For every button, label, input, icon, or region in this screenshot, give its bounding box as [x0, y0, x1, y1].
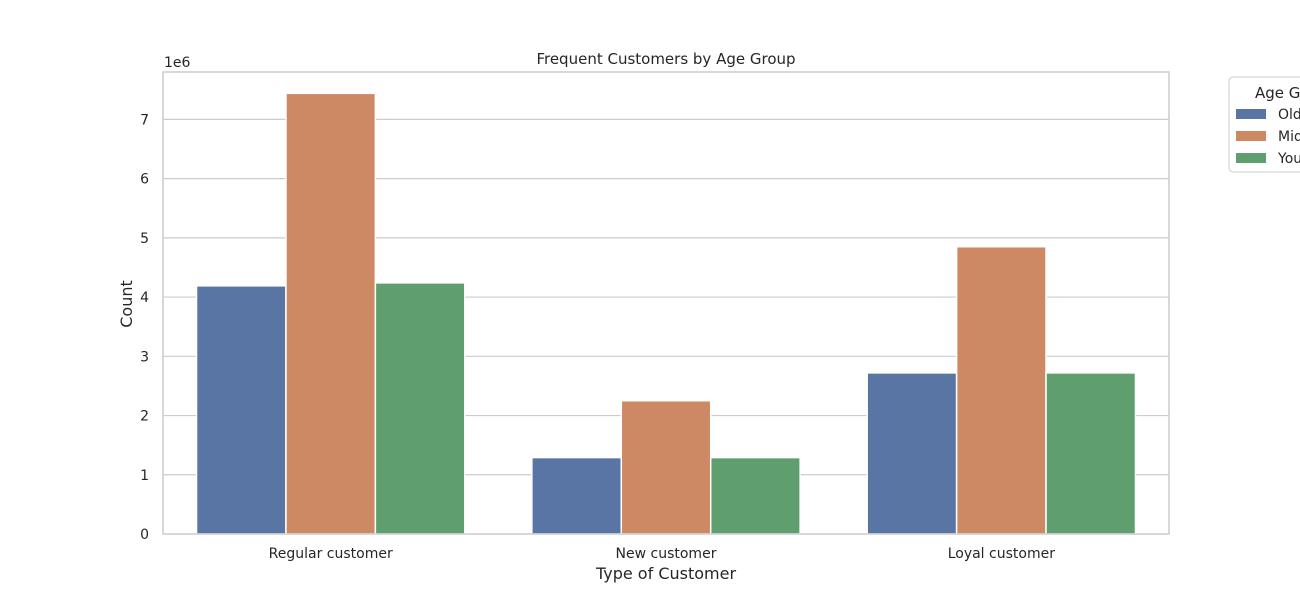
bar: [374, 282, 466, 535]
bar: [195, 285, 287, 535]
legend-items: Old Mid You: [1236, 107, 1300, 167]
y-tick-label: 4: [140, 290, 149, 306]
legend-swatch: [1236, 131, 1266, 141]
bar: [709, 456, 801, 535]
legend: Age G Old Mid You: [1228, 76, 1300, 173]
bar: [620, 399, 712, 535]
bar: [955, 245, 1047, 535]
x-tick-label: Loyal customer: [948, 546, 1055, 562]
legend-swatch: [1236, 153, 1266, 163]
bar: [1045, 372, 1137, 535]
x-tick-label: Regular customer: [269, 546, 393, 562]
legend-label: Mid: [1278, 129, 1300, 145]
y-offset-label: 1e6: [164, 55, 191, 71]
bar: [285, 92, 377, 535]
x-tick-label: New customer: [616, 546, 717, 562]
plot-frame: [162, 71, 1170, 535]
x-axis-title: Type of Customer: [595, 564, 736, 583]
y-tick-labels: 0 1 2 3 4 5 6 7: [140, 112, 149, 543]
legend-label: Old: [1278, 107, 1300, 123]
bar: [866, 372, 958, 535]
legend-box: [1228, 76, 1300, 173]
y-tick-label: 3: [140, 349, 149, 365]
y-tick-label: 6: [140, 172, 149, 188]
y-tick-label: 7: [140, 112, 149, 128]
legend-title: Age G: [1255, 84, 1300, 102]
y-tick-label: 1: [140, 468, 149, 484]
y-tick-label: 5: [140, 231, 149, 247]
y-axis-title: Count: [117, 280, 136, 328]
legend-swatch: [1236, 109, 1266, 119]
bar: [531, 456, 623, 535]
y-tick-label: 0: [140, 527, 149, 543]
y-tick-label: 2: [140, 409, 149, 425]
legend-label: You: [1277, 151, 1300, 167]
chart-title: Frequent Customers by Age Group: [536, 50, 795, 68]
x-tick-labels: Regular customer New customer Loyal custom…: [269, 546, 1056, 562]
